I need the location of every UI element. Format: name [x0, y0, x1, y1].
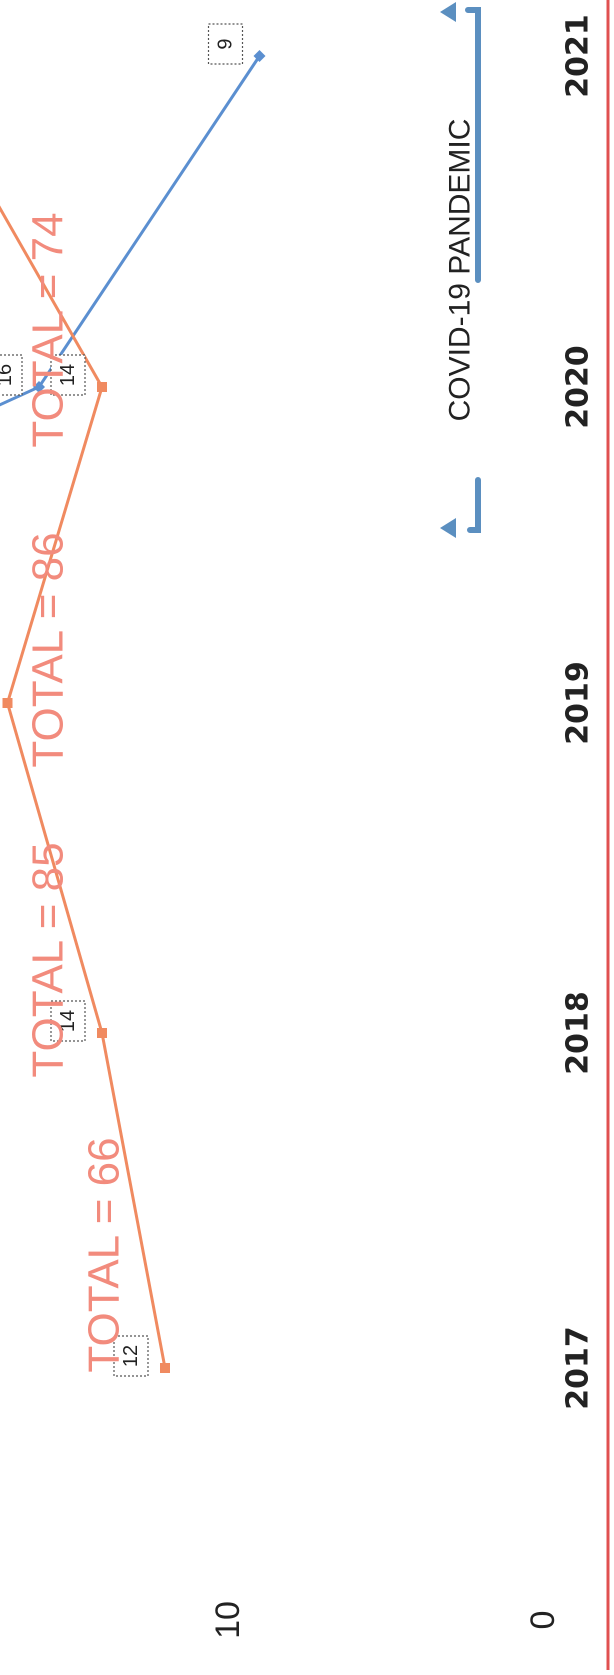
value-tick-label: 10 [209, 1601, 247, 1639]
data-label-box [113, 1335, 149, 1377]
total-annotation: TOTAL = 66 [80, 1137, 129, 1372]
total-annotation: TOTAL = 85 [24, 842, 73, 1077]
data-point-marker [2, 698, 13, 708]
data-label-box [50, 354, 86, 396]
pandemic-label: COVID-19 PANDEMIC [444, 119, 477, 422]
value-tick-label: 0 [524, 1611, 562, 1630]
data-label-box [207, 23, 244, 65]
data-label: 14 [57, 1010, 79, 1032]
bracket-arrow-left [440, 518, 456, 538]
data-point-marker [253, 50, 266, 62]
data-label-box [0, 354, 23, 396]
total-annotation: TOTAL = 86 [24, 532, 73, 767]
data-label: 16 [0, 364, 16, 386]
data-label: 14 [57, 364, 79, 386]
data-label: 12 [120, 1345, 142, 1367]
category-label: 2017 [561, 1326, 596, 1410]
total-annotation: TOTAL = 74 [24, 212, 73, 447]
series-line [0, 55, 261, 407]
category-label: 2021 [561, 14, 596, 98]
category-label: 2020 [561, 345, 596, 429]
data-point-marker [33, 381, 45, 393]
pandemic-bracket [465, 7, 481, 533]
category-label: 2019 [561, 661, 596, 745]
data-point-marker [160, 1363, 170, 1373]
category-label: 2018 [561, 991, 596, 1075]
data-label: 9 [215, 38, 237, 49]
data-label-box [50, 1000, 86, 1042]
data-point-marker [97, 1028, 107, 1038]
data-point-marker [97, 382, 107, 392]
bracket-arrow-right [440, 2, 456, 22]
